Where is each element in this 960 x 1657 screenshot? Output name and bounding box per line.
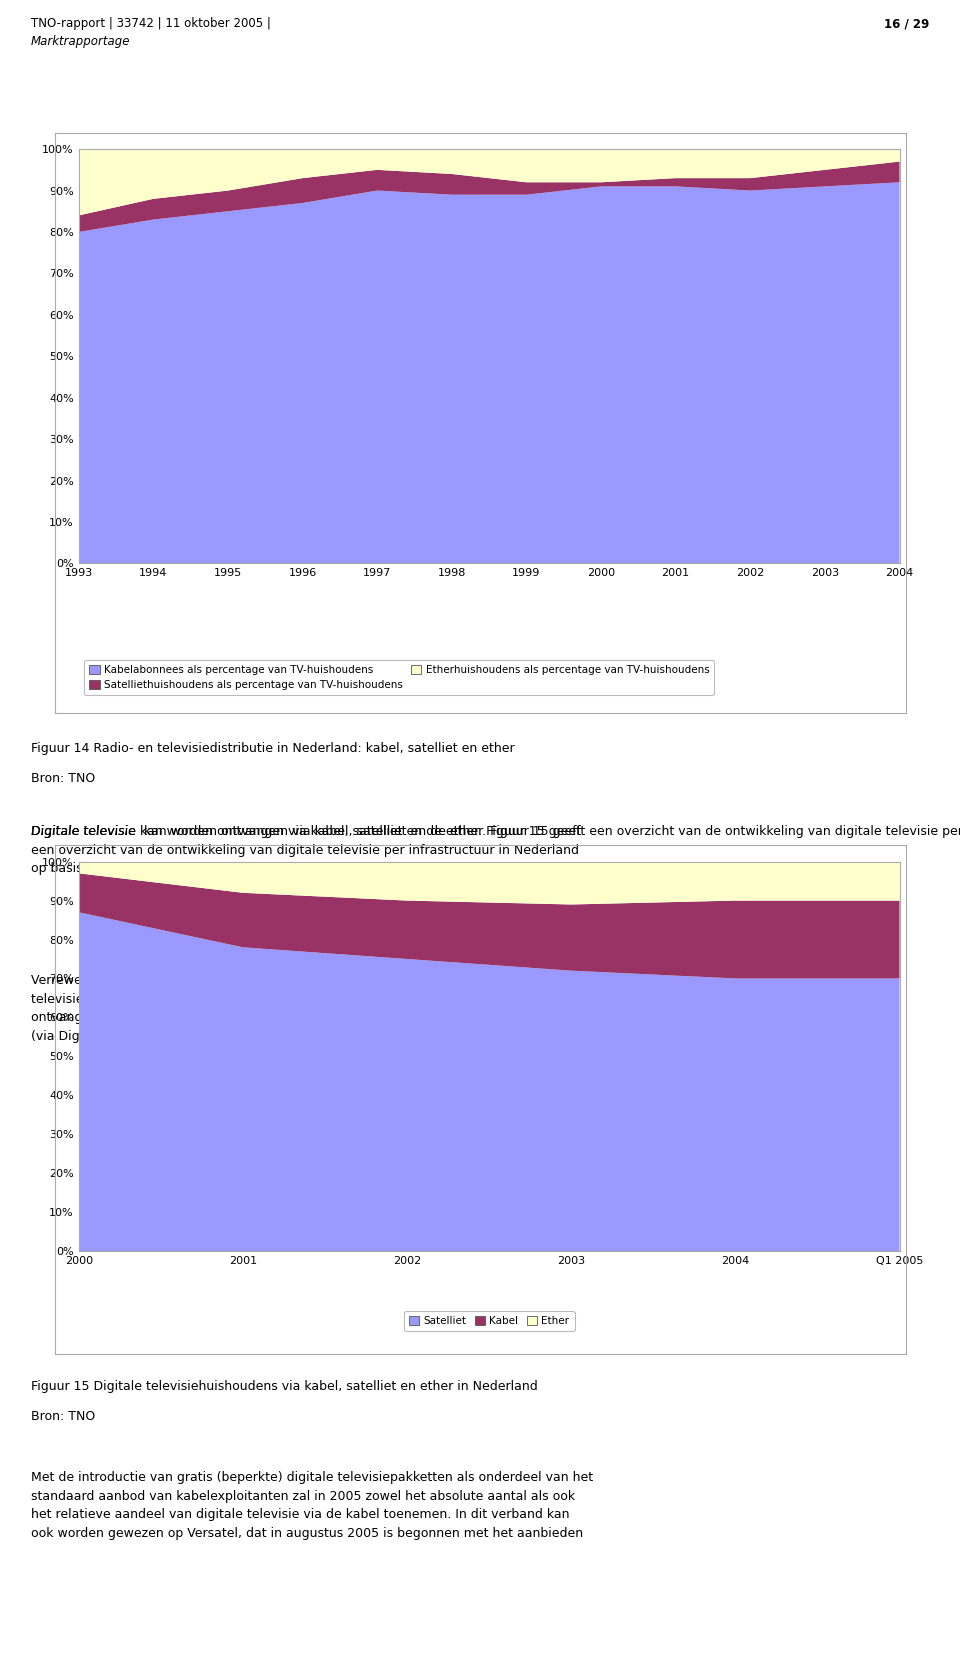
Text: Figuur 15 Digitale televisiehuishoudens via kabel, satelliet en ether in Nederla: Figuur 15 Digitale televisiehuishoudens … [31, 1380, 538, 1394]
Text: Met de introductie van gratis (beperkte) digitale televisiepakketten als onderde: Met de introductie van gratis (beperkte)… [31, 1471, 593, 1539]
Text: Marktrapportage: Marktrapportage [31, 35, 131, 48]
Text: Digitale televisie: Digitale televisie [31, 825, 135, 838]
Text: Figuur 14 Radio- en televisiedistributie in Nederland: kabel, satelliet en ether: Figuur 14 Radio- en televisiedistributie… [31, 742, 515, 756]
Text: Bron: TNO: Bron: TNO [31, 1410, 95, 1423]
Legend: Kabelabonnees als percentage van TV-huishoudens, Satelliethuishoudens als percen: Kabelabonnees als percentage van TV-huis… [84, 659, 714, 696]
Text: 16 / 29: 16 / 29 [884, 17, 929, 30]
Text: Digitale televisie kan worden ontvangen via kabel, satelliet en de ether. Figuur: Digitale televisie kan worden ontvangen … [31, 825, 581, 875]
Text: Bron: TNO: Bron: TNO [31, 772, 95, 785]
Text: TNO-rapport | 33742 | 11 oktober 2005 |: TNO-rapport | 33742 | 11 oktober 2005 | [31, 17, 271, 30]
Text: kan worden ontvangen via kabel, satelliet en de ether. Figuur 15 geeft een overz: kan worden ontvangen via kabel, satellie… [144, 825, 960, 838]
Text: Verreweg de meeste huishoudens gebruiken een satelliet voor de ontvangst van dig: Verreweg de meeste huishoudens gebruiken… [31, 974, 588, 1042]
Legend: Satelliet, Kabel, Ether: Satelliet, Kabel, Ether [404, 1311, 574, 1332]
